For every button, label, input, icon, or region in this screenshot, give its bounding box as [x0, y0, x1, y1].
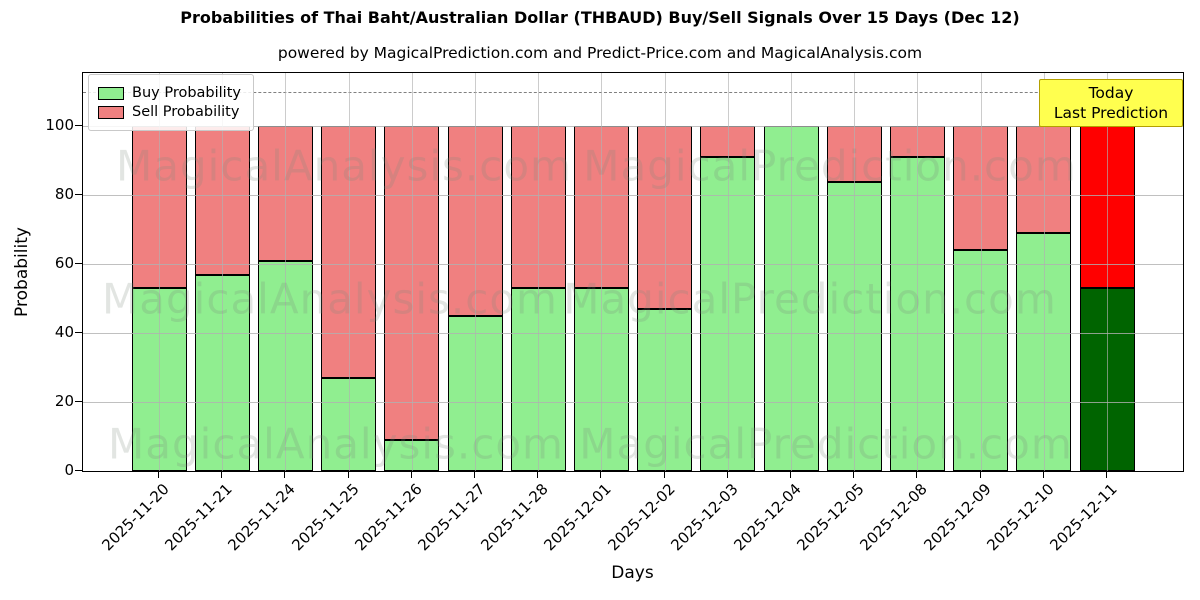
legend: Buy Probability Sell Probability: [88, 74, 254, 131]
watermark-text: MagicalPrediction.com: [563, 274, 1057, 324]
plot-area: Buy Probability Sell Probability Today L…: [82, 72, 1184, 472]
y-gridline: [83, 195, 1183, 197]
legend-label-sell: Sell Probability: [132, 104, 240, 120]
x-gridline: [348, 73, 350, 471]
legend-label-buy: Buy Probability: [132, 85, 241, 101]
y-gridline: [83, 402, 1183, 404]
x-axis-label: Days: [611, 563, 654, 583]
x-tick-mark: [347, 471, 349, 478]
x-tick-mark: [221, 471, 223, 478]
y-tick-label: 100: [45, 116, 74, 135]
x-tick-mark: [790, 471, 791, 478]
x-tick-mark: [1042, 471, 1044, 478]
x-gridline: [475, 73, 476, 471]
chart-title: Probabilities of Thai Baht/Australian Do…: [180, 8, 1020, 27]
x-tick-mark: [284, 471, 286, 478]
y-tick-label: 20: [54, 392, 74, 411]
x-tick-mark: [600, 471, 602, 478]
sell-color-swatch: [98, 105, 124, 119]
x-gridline: [980, 73, 982, 471]
y-tick-mark: [75, 194, 82, 196]
y-tick-label: 60: [54, 254, 74, 273]
y-gridline: [83, 333, 1183, 335]
watermark-text: MagicalAnalysis.com: [108, 419, 564, 469]
x-gridline: [222, 73, 224, 471]
x-gridline: [791, 73, 792, 471]
x-gridline: [1043, 73, 1045, 471]
y-axis-label: Probability: [12, 227, 32, 317]
x-tick-mark: [916, 471, 918, 478]
x-gridline: [917, 73, 919, 471]
watermark-text: MagicalPrediction.com: [579, 419, 1073, 469]
y-gridline: [83, 264, 1183, 266]
x-gridline: [411, 73, 413, 471]
x-gridline: [664, 73, 666, 471]
watermark-text: MagicalAnalysis.com: [116, 141, 572, 191]
y-tick-label: 40: [54, 323, 74, 342]
x-tick-mark: [410, 471, 412, 478]
x-tick-mark: [663, 471, 665, 478]
y-tick-label: 0: [64, 461, 74, 479]
watermark-text: MagicalAnalysis.com: [102, 274, 558, 324]
y-tick-mark: [75, 401, 82, 403]
x-gridline: [727, 73, 729, 471]
x-tick-mark: [158, 471, 159, 478]
watermark-text: MagicalPrediction.com: [583, 141, 1077, 191]
y-tick-mark: [75, 263, 82, 265]
x-tick-mark: [853, 471, 855, 478]
dashed-threshold-line: [83, 91, 1183, 93]
x-tick-mark: [1106, 471, 1107, 478]
x-gridline: [1107, 73, 1108, 471]
legend-entry-sell: Sell Probability: [98, 104, 241, 120]
x-gridline: [159, 73, 160, 471]
legend-entry-buy: Buy Probability: [98, 85, 241, 101]
y-tick-mark: [75, 470, 82, 471]
x-tick-mark: [979, 471, 981, 478]
x-tick-mark: [474, 471, 475, 478]
today-annotation-line2: Last Prediction: [1053, 104, 1169, 123]
chart-subtitle: powered by MagicalPrediction.com and Pre…: [277, 44, 923, 62]
x-tick-mark: [726, 471, 728, 478]
x-gridline: [601, 73, 603, 471]
y-tick-mark: [75, 332, 82, 334]
x-tick-mark: [537, 471, 539, 478]
y-tick-label: 80: [54, 185, 74, 204]
x-gridline: [854, 73, 856, 471]
today-annotation-line1: Today: [1088, 84, 1134, 102]
y-tick-mark: [75, 125, 82, 127]
x-gridline: [285, 73, 287, 471]
buy-color-swatch: [98, 86, 124, 100]
y-gridline: [83, 126, 1183, 128]
x-gridline: [538, 73, 540, 471]
today-annotation: Today Last Prediction: [1039, 79, 1183, 128]
